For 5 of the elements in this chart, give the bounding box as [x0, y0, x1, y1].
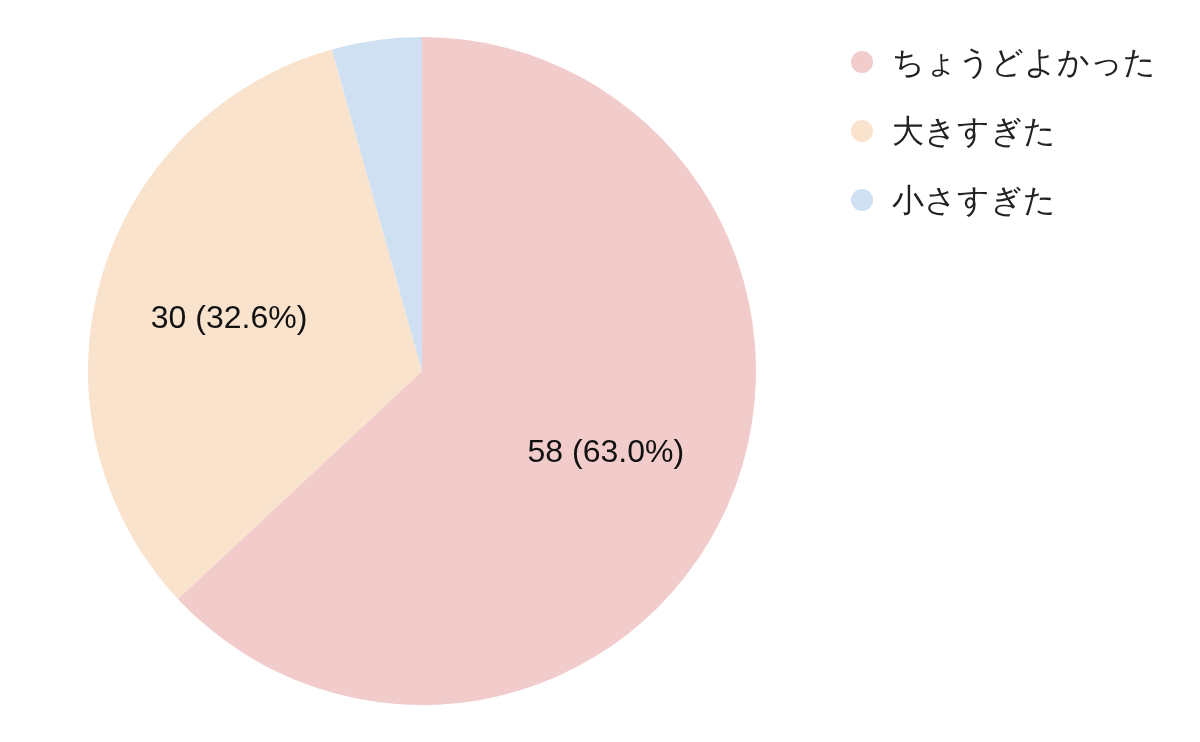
legend-label: 大きすぎた	[892, 113, 1056, 149]
legend-label: ちょうどよかった	[892, 44, 1156, 80]
data-label: 30 (32.6%)	[150, 298, 308, 335]
data-label: 58 (63.0%)	[527, 432, 685, 469]
legend-label: 小さすぎた	[892, 182, 1056, 218]
